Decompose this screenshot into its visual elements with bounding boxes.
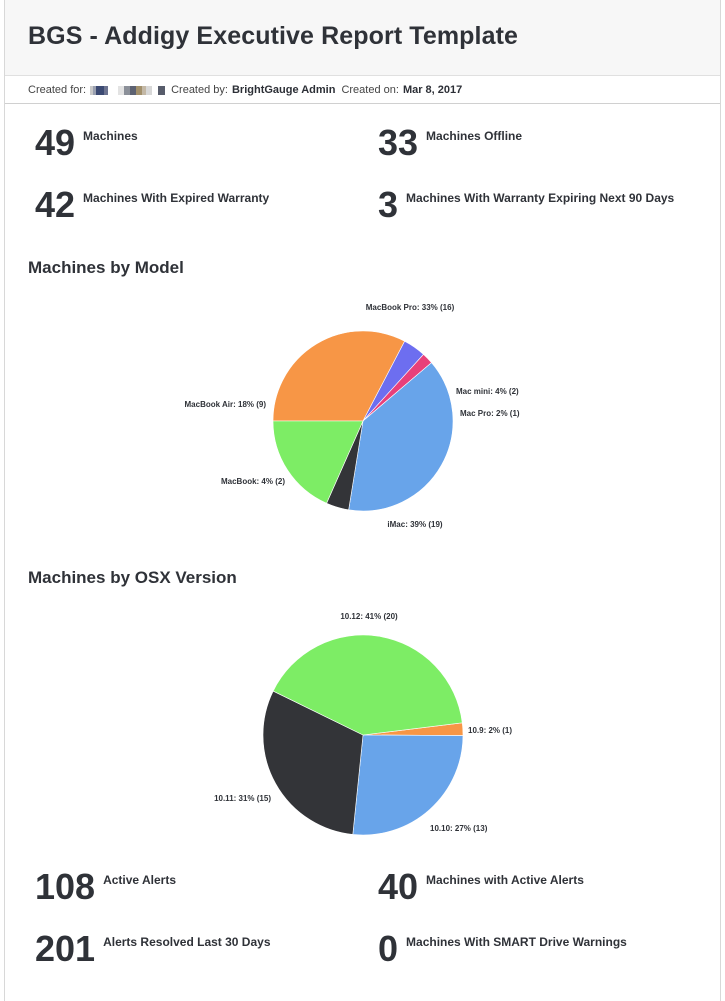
stat-machines: 49 Machines: [35, 125, 138, 161]
created-on-label: Created on:: [341, 84, 399, 96]
stat-machines-active-alerts: 40 Machines with Active Alerts: [378, 869, 584, 905]
stat-value: 33: [378, 122, 419, 163]
stat-warranty-expiring: 3 Machines With Warranty Expiring Next 9…: [378, 187, 674, 223]
report-meta-row: Created for: Created by: BrightGauge Adm…: [28, 84, 468, 96]
stat-machines-offline: 33 Machines Offline: [378, 125, 522, 161]
stat-value: 0: [378, 928, 399, 969]
pie-slice-10-12: [272, 634, 463, 736]
pie-slice-macbook-air: [272, 420, 364, 504]
stat-value: 3: [378, 184, 399, 225]
created-on-value: Mar 8, 2017: [402, 84, 463, 96]
stat-value: 201: [35, 928, 96, 969]
stat-label: Alerts Resolved Last 30 Days: [103, 935, 271, 949]
pie-label-macbook: MacBook: 4% (2): [221, 477, 285, 486]
report-meta-bar: Created for: Created by: BrightGauge Adm…: [5, 77, 720, 104]
pie-label-10-11: 10.11: 31% (15): [214, 794, 271, 803]
pie-slice-10-10: [352, 734, 464, 836]
pie-slice-imac: [348, 362, 454, 512]
pie-label-10-10: 10.10: 27% (13): [430, 824, 488, 833]
stat-alerts-resolved: 201 Alerts Resolved Last 30 Days: [35, 931, 271, 967]
pie-label-10-9: 10.9: 2% (1): [468, 726, 512, 735]
stat-label: Machines With Warranty Expiring Next 90 …: [406, 191, 675, 205]
chart-title-model: Machines by Model: [28, 258, 184, 277]
chart-title-osx: Machines by OSX Version: [28, 568, 237, 587]
pie-label-mac-mini: Mac mini: 4% (2): [456, 387, 519, 396]
created-by-label: Created by:: [171, 84, 228, 96]
created-for-label: Created for:: [28, 84, 87, 96]
page-title: BGS - Addigy Executive Report Template: [28, 22, 519, 50]
stat-smart-warnings: 0 Machines With SMART Drive Warnings: [378, 931, 627, 967]
created-by-value: BrightGauge Admin: [231, 84, 336, 96]
stat-value: 108: [35, 866, 96, 907]
stat-value: 42: [35, 184, 76, 225]
stat-label: Machines with Active Alerts: [426, 873, 584, 887]
pie-label-10-12: 10.12: 41% (20): [340, 612, 398, 621]
stat-value: 40: [378, 866, 419, 907]
pie-label-macbook-air: MacBook Air: 18% (9): [185, 400, 267, 409]
pie-label-imac: iMac: 39% (19): [387, 520, 442, 529]
report-header: BGS - Addigy Executive Report Template: [5, 0, 720, 76]
stat-active-alerts: 108 Active Alerts: [35, 869, 176, 905]
stat-value: 49: [35, 122, 76, 163]
pie-chart-osx: 10.9: 2% (1) 10.10: 27% (13) 10.11: 31% (1…: [214, 612, 512, 836]
pie-slice-macbook-pro: [272, 330, 406, 422]
stat-label: Machines Offline: [426, 129, 523, 143]
pie-label-mac-pro: Mac Pro: 2% (1): [460, 409, 520, 418]
pie-label-macbook-pro: MacBook Pro: 33% (16): [366, 303, 455, 312]
redacted-client-name: [90, 85, 166, 95]
stat-label: Machines With Expired Warranty: [83, 191, 270, 205]
stat-label: Machines With SMART Drive Warnings: [406, 935, 627, 949]
stat-label: Machines: [83, 129, 138, 143]
pie-slice-10-11: [262, 690, 364, 835]
stat-expired-warranty: 42 Machines With Expired Warranty: [35, 187, 269, 223]
pie-chart-model: MacBook Pro: 33% (16) Mac mini: 4% (2) Mac…: [185, 303, 520, 529]
report-frame: BGS - Addigy Executive Report Template C…: [4, 0, 721, 1001]
stat-label: Active Alerts: [103, 873, 176, 887]
